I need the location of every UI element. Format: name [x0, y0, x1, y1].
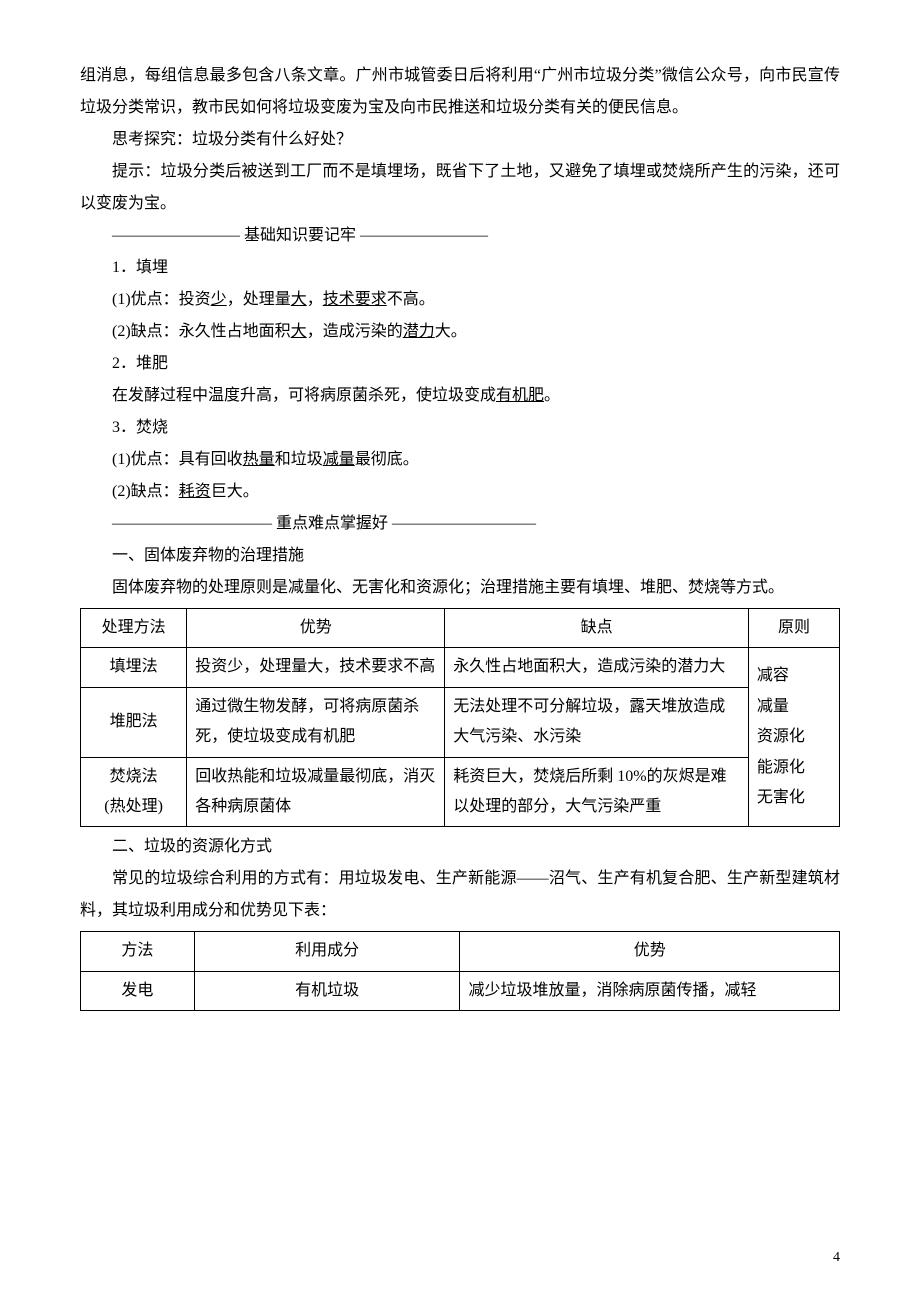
paragraph-question: 思考探究：垃圾分类有什么好处？ [80, 124, 840, 156]
item-3-disadvantage: (2)缺点：耗资巨大。 [80, 476, 840, 508]
table-header-principle: 原则 [748, 609, 839, 648]
text-segment: (1)优点：投资 [112, 291, 211, 308]
table-cell: 通过微生物发酵，可将病原菌杀死，使垃圾变成有机肥 [187, 687, 445, 757]
page-number: 4 [833, 1244, 840, 1272]
section-1-title: 一、固体废弃物的治理措施 [80, 540, 840, 572]
table-cell: 有机垃圾 [194, 971, 460, 1010]
item-2-desc: 在发酵过程中温度升高，可将病原菌杀死，使垃圾变成有机肥。 [80, 380, 840, 412]
table-cell: 回收热能和垃圾减量最彻底，消灭各种病原菌体 [187, 757, 445, 827]
table-cell: 永久性占地面积大，造成污染的潜力大 [445, 648, 749, 687]
table-row: 堆肥法 通过微生物发酵，可将病原菌杀死，使垃圾变成有机肥 无法处理不可分解垃圾，… [81, 687, 840, 757]
underlined-text: 潜力 [403, 323, 435, 340]
table-header-method: 方法 [81, 932, 195, 971]
table-row: 填埋法 投资少，处理量大，技术要求不高 永久性占地面积大，造成污染的潜力大 减容… [81, 648, 840, 687]
section-1-desc: 固体废弃物的处理原则是减量化、无害化和资源化；治理措施主要有填埋、堆肥、焚烧等方… [80, 572, 840, 604]
item-2-compost: 2．堆肥 [80, 348, 840, 380]
text-segment: 和垃圾 [275, 451, 323, 468]
text-segment: (2)缺点：永久性占地面积 [112, 323, 291, 340]
section-2-title: 二、垃圾的资源化方式 [80, 831, 840, 863]
item-3-advantage: (1)优点：具有回收热量和垃圾减量最彻底。 [80, 444, 840, 476]
table-cell: 无法处理不可分解垃圾，露天堆放造成大气污染、水污染 [445, 687, 749, 757]
item-1-landfill: 1．填埋 [80, 252, 840, 284]
underlined-text: 大 [291, 291, 307, 308]
text-segment: 。 [544, 387, 560, 404]
text-segment: 最彻底。 [355, 451, 419, 468]
text-segment: (1)优点：具有回收 [112, 451, 243, 468]
text-segment: ，造成污染的 [307, 323, 403, 340]
resource-methods-table: 方法 利用成分 优势 发电 有机垃圾 减少垃圾堆放量，消除病原菌传播，减轻 [80, 931, 840, 1011]
table-header-component: 利用成分 [194, 932, 460, 971]
item-1-disadvantage: (2)缺点：永久性占地面积大，造成污染的潜力大。 [80, 316, 840, 348]
table-cell: 投资少，处理量大，技术要求不高 [187, 648, 445, 687]
text-segment: (2)缺点： [112, 483, 179, 500]
table-cell: 发电 [81, 971, 195, 1010]
text-segment: 不高。 [387, 291, 435, 308]
paragraph-intro: 组消息，每组信息最多包含八条文章。广州市城管委日后将利用“广州市垃圾分类”微信公… [80, 60, 840, 124]
table-cell: 焚烧法 (热处理) [81, 757, 187, 827]
text-segment: ，处理量 [227, 291, 291, 308]
underlined-text: 减量 [323, 451, 355, 468]
table-header-disadvantage: 缺点 [445, 609, 749, 648]
underlined-text: 热量 [243, 451, 275, 468]
table-cell: 堆肥法 [81, 687, 187, 757]
treatment-methods-table: 处理方法 优势 缺点 原则 填埋法 投资少，处理量大，技术要求不高 永久性占地面… [80, 608, 840, 827]
underlined-text: 少 [211, 291, 227, 308]
underlined-text: 技术要求 [323, 291, 387, 308]
table-cell-principles: 减容 减量 资源化 能源化 无害化 [748, 648, 839, 827]
table-header-advantage: 优势 [187, 609, 445, 648]
table-cell: 减少垃圾堆放量，消除病原菌传播，减轻 [460, 971, 840, 1010]
underlined-text: 耗资 [179, 483, 211, 500]
item-1-advantage: (1)优点：投资少，处理量大，技术要求不高。 [80, 284, 840, 316]
table-header-method: 处理方法 [81, 609, 187, 648]
item-3-incinerate: 3．焚烧 [80, 412, 840, 444]
table-cell: 填埋法 [81, 648, 187, 687]
table-row: 焚烧法 (热处理) 回收热能和垃圾减量最彻底，消灭各种病原菌体 耗资巨大，焚烧后… [81, 757, 840, 827]
section-2-desc: 常见的垃圾综合利用的方式有：用垃圾发电、生产新能源——沼气、生产有机复合肥、生产… [80, 863, 840, 927]
table-row: 发电 有机垃圾 减少垃圾堆放量，消除病原菌传播，减轻 [81, 971, 840, 1010]
section-divider-basics: ———————— 基础知识要记牢 ———————— [80, 220, 840, 252]
table-header-row: 处理方法 优势 缺点 原则 [81, 609, 840, 648]
paragraph-hint: 提示：垃圾分类后被送到工厂而不是填埋场，既省下了土地，又避免了填埋或焚烧所产生的… [80, 156, 840, 220]
text-segment: 在发酵过程中温度升高，可将病原菌杀死，使垃圾变成 [112, 387, 496, 404]
table-header-advantage: 优势 [460, 932, 840, 971]
underlined-text: 有机肥 [496, 387, 544, 404]
text-segment: 大。 [435, 323, 467, 340]
underlined-text: 大 [291, 323, 307, 340]
text-segment: 巨大。 [211, 483, 259, 500]
document-content: 组消息，每组信息最多包含八条文章。广州市城管委日后将利用“广州市垃圾分类”微信公… [80, 60, 840, 1011]
table-header-row: 方法 利用成分 优势 [81, 932, 840, 971]
text-segment: ， [307, 291, 323, 308]
table-cell: 耗资巨大，焚烧后所剩 10%的灰烬是难以处理的部分，大气污染严重 [445, 757, 749, 827]
section-divider-key-points: —————————— 重点难点掌握好 ————————— [80, 508, 840, 540]
